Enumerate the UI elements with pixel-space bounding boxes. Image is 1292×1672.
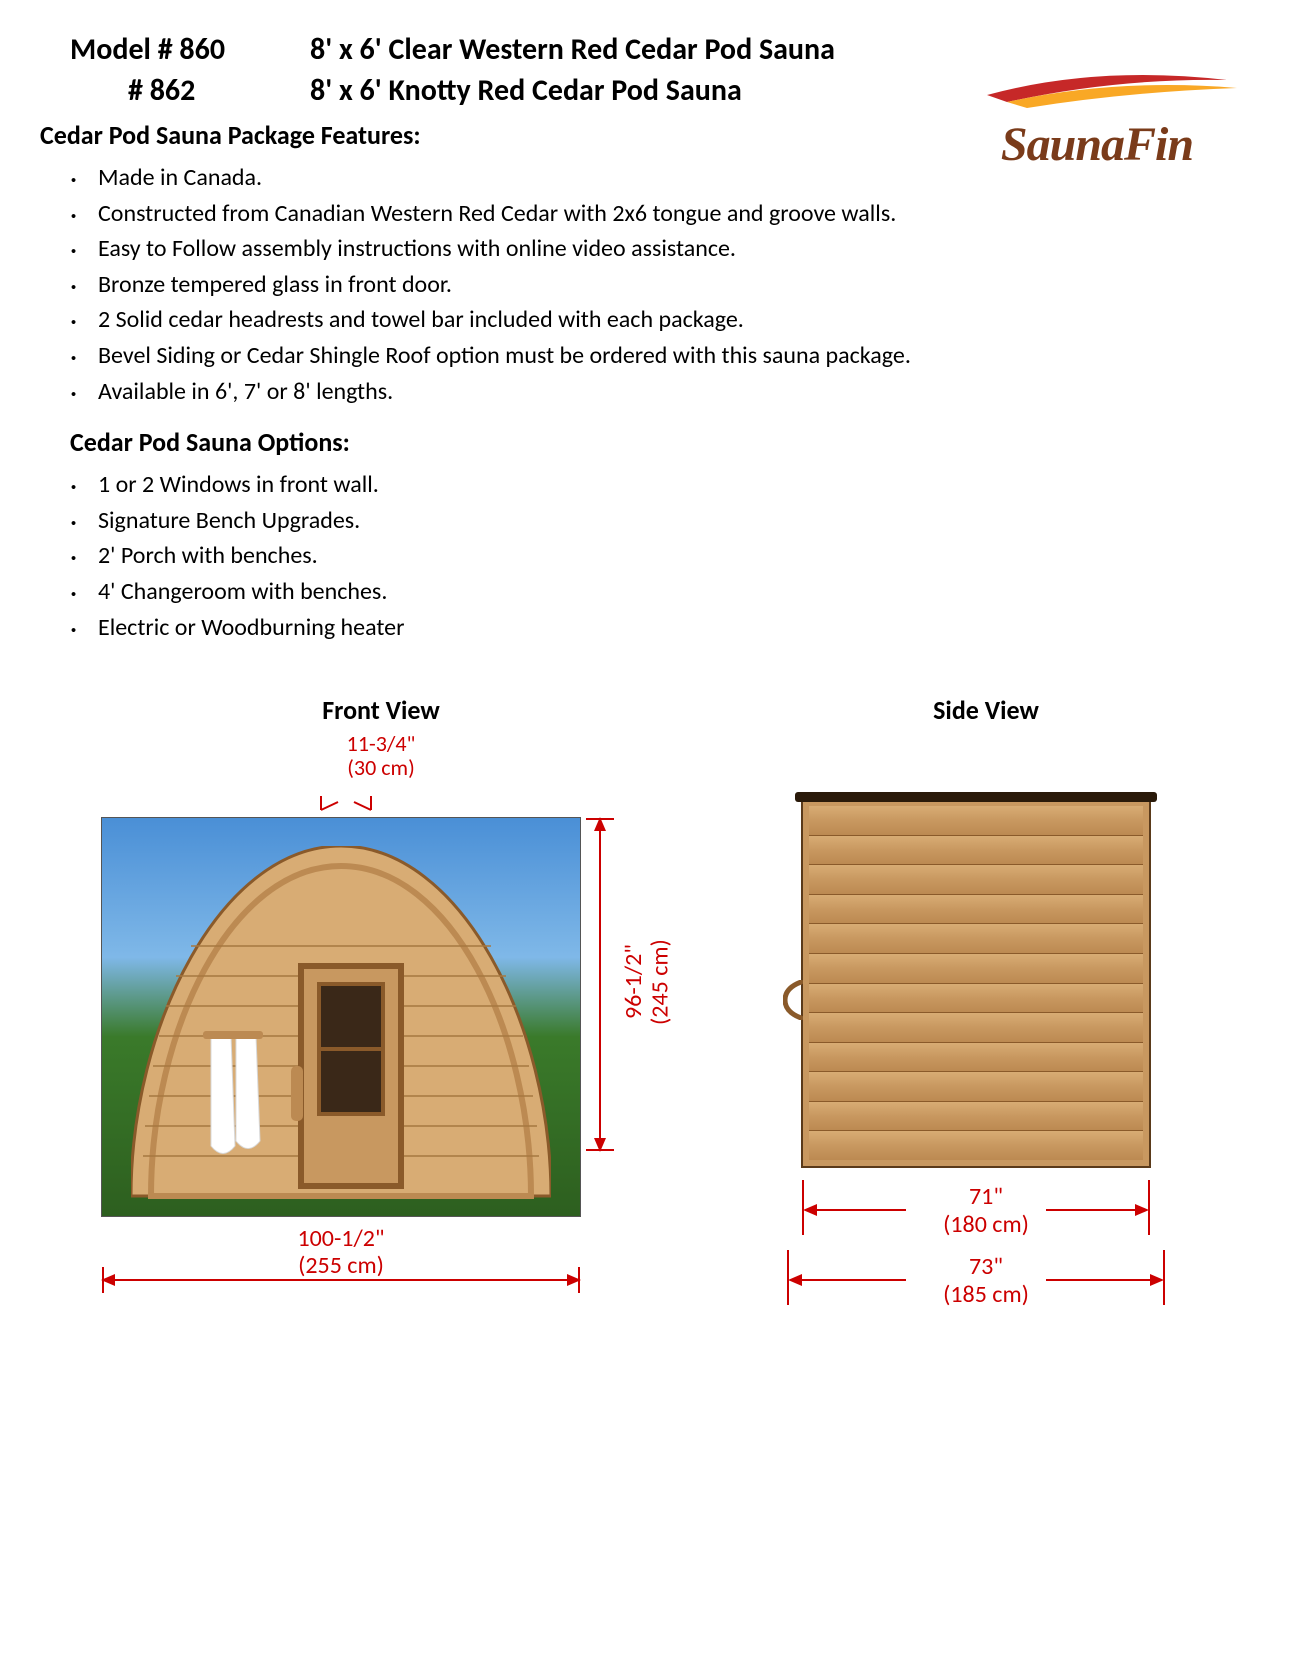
side-view: Side View 71" (180 cm) (761, 694, 1211, 1328)
front-width-dimension: 100-1/2" (255 cm) (121, 1225, 561, 1317)
options-heading: Cedar Pod Sauna Options: (70, 426, 1252, 458)
dim-inches: 96-1/2" (619, 944, 648, 1019)
diagram-views: Front View 11-3/4" (30 cm) (40, 694, 1252, 1328)
top-arrow-icon (316, 792, 376, 814)
logo-swoosh-icon (947, 60, 1247, 110)
feature-item: Available in 6', 7' or 8' lengths. (70, 375, 1252, 409)
feature-item: Constructed from Canadian Western Red Ce… (70, 197, 1252, 231)
option-item: 4' Changeroom with benches. (70, 575, 1252, 609)
front-view-photo (101, 817, 581, 1217)
side-view-title: Side View (761, 694, 1211, 726)
features-list: Made in Canada. Constructed from Canadia… (40, 161, 1252, 408)
side-outer-arrow-icon (786, 1250, 1166, 1310)
option-item: Signature Bench Upgrades. (70, 504, 1252, 538)
dim-inches: 11-3/4" (347, 730, 416, 757)
dim-cm: (255 cm) (298, 1251, 384, 1280)
feature-item: Bevel Siding or Cedar Shingle Roof optio… (70, 339, 1252, 373)
dim-cm: (245 cm) (645, 939, 674, 1025)
feature-item: Bronze tempered glass in front door. (70, 268, 1252, 302)
height-arrow-icon (586, 817, 614, 1152)
feature-item: Made in Canada. (70, 161, 1252, 195)
dim-inches: 100-1/2" (297, 1224, 384, 1253)
side-inner-arrow-icon (801, 1180, 1151, 1240)
brand-logo: SaunaFin (922, 60, 1272, 172)
front-top-dimension: 11-3/4" (30 cm) (81, 732, 681, 780)
side-view-illustration (801, 798, 1151, 1168)
option-item: 1 or 2 Windows in front wall. (70, 468, 1252, 502)
feature-item: Easy to Follow assembly instructions wit… (70, 232, 1252, 266)
option-item: Electric or Woodburning heater (70, 611, 1252, 645)
options-list: 1 or 2 Windows in front wall. Signature … (40, 468, 1252, 644)
model-number-1: Model # 860 (40, 30, 310, 71)
option-item: 2' Porch with benches. (70, 539, 1252, 573)
pod-sauna-icon (131, 846, 551, 1206)
model-number-2: # 862 (40, 71, 310, 112)
dim-cm: (30 cm) (347, 754, 415, 781)
front-view-title: Front View (81, 694, 681, 726)
towel-bar-icon (783, 980, 803, 1020)
front-view: Front View 11-3/4" (30 cm) (81, 694, 681, 1306)
front-height-dimension: 96-1/2" (245 cm) (621, 907, 651, 1057)
feature-item: 2 Solid cedar headrests and towel bar in… (70, 303, 1252, 337)
